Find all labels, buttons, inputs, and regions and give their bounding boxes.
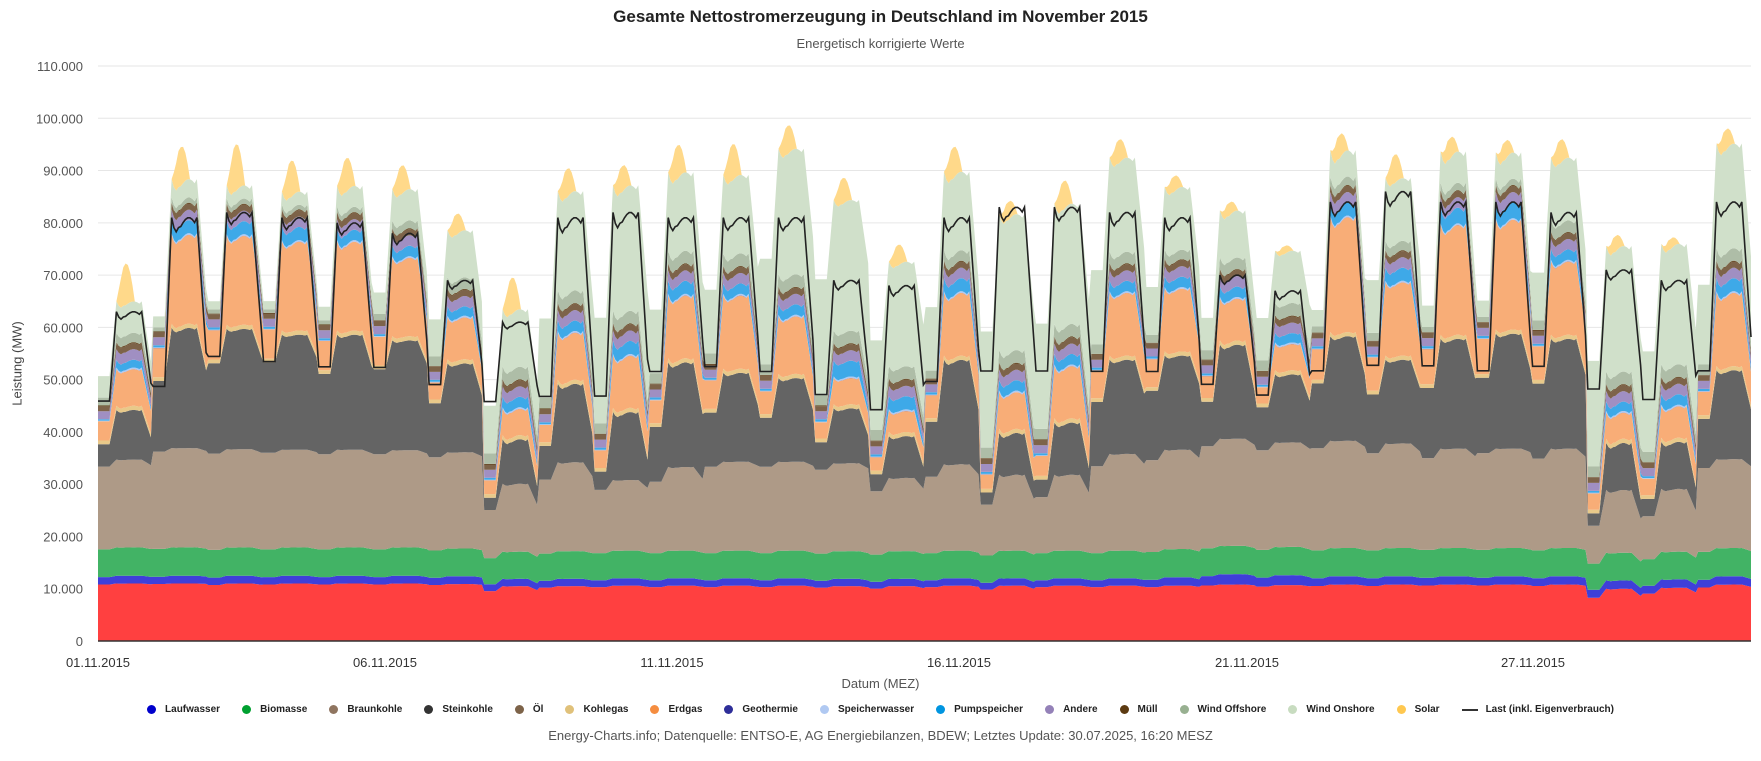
load-series <box>98 190 1752 411</box>
area-kernenergie <box>98 583 1751 641</box>
credits: Energy-Charts.info; Datenquelle: ENTSO-E… <box>548 728 1213 743</box>
legend-label: Laufwasser <box>165 704 221 715</box>
y-tick-label: 70.000 <box>43 268 83 283</box>
y-tick-label: 60.000 <box>43 320 83 335</box>
chart-title: Gesamte Nettostromerzeugung in Deutschla… <box>613 7 1148 26</box>
legend-label: Öl <box>532 704 544 715</box>
y-tick-label: 0 <box>76 634 83 649</box>
legend-dot-icon <box>1119 705 1129 714</box>
legend-item[interactable]: Braunkohle <box>329 704 402 715</box>
area-biomasse <box>98 545 1751 590</box>
legend-dot-icon <box>514 705 524 714</box>
legend-dot-icon <box>242 705 252 714</box>
legend-item[interactable]: Pumpspeicher <box>936 704 1023 715</box>
legend-item[interactable]: Geothermie <box>724 704 798 715</box>
legend-label: Solar <box>1414 704 1440 715</box>
legend-dot-icon <box>1396 705 1406 714</box>
area-steinkohle <box>98 327 1751 526</box>
y-tick-label: 80.000 <box>43 216 83 231</box>
legend-label: Biomasse <box>260 704 308 715</box>
legend-dot-icon <box>565 705 575 714</box>
area-series <box>98 125 1751 641</box>
y-tick-label: 30.000 <box>43 477 83 492</box>
legend-label: Speicherwasser <box>837 704 915 715</box>
x-tick-label: 27.11.2015 <box>1501 655 1565 670</box>
legend: Laufwasser Biomasse Braunkohle Steinkohle Öl… <box>0 704 1761 715</box>
y-axis-label: Leistung (MW) <box>9 321 25 406</box>
legend-label: Wind Onshore <box>1306 704 1375 715</box>
legend-dot-icon <box>329 705 339 714</box>
x-tick-label: 11.11.2015 <box>640 655 703 670</box>
x-axis-ticks: 01.11.2015 06.11.2015 11.11.2015 16.11.2015… <box>66 655 1565 670</box>
legend-dot-icon <box>650 705 660 714</box>
chart-subtitle: Energetisch korrigierte Werte <box>796 36 965 51</box>
legend-item[interactable]: Steinkohle <box>424 704 493 715</box>
legend-dot-icon <box>724 705 734 714</box>
y-tick-label: 20.000 <box>43 529 83 544</box>
legend-item[interactable]: Biomasse <box>242 704 307 715</box>
legend-label: Müll <box>1137 704 1158 715</box>
legend-item[interactable]: Wind Offshore <box>1179 704 1267 715</box>
legend-item[interactable]: Öl <box>514 704 544 715</box>
x-tick-label: 01.11.2015 <box>66 655 130 670</box>
legend-dot-icon <box>936 705 946 714</box>
legend-item[interactable]: Andere <box>1045 704 1098 715</box>
legend-label: Geothermie <box>742 704 798 715</box>
legend-item[interactable]: Last (inkl. Eigenverbrauch) <box>1461 704 1614 715</box>
legend-dot-icon <box>819 705 829 714</box>
legend-label: Wind Offshore <box>1197 704 1267 715</box>
x-tick-label: 06.11.2015 <box>353 655 417 670</box>
legend-item[interactable]: Erdgas <box>650 704 702 715</box>
legend-label: Erdgas <box>668 704 703 715</box>
area-braunkohle <box>98 438 1751 564</box>
legend-label: Andere <box>1063 704 1098 715</box>
x-tick-label: 21.11.2015 <box>1215 655 1279 670</box>
legend-item[interactable]: Müll <box>1119 704 1158 715</box>
y-tick-label: 40.000 <box>43 425 83 440</box>
legend-dot-icon <box>1288 705 1298 714</box>
legend-label: Kohlegas <box>583 704 629 715</box>
legend-dot-icon <box>1045 705 1055 714</box>
area-wind-onshore <box>98 143 1751 467</box>
y-tick-label: 110.000 <box>37 59 83 74</box>
x-axis-label: Datum (MEZ) <box>841 676 920 691</box>
legend-dot-icon <box>1179 705 1189 714</box>
x-tick-label: 16.11.2015 <box>927 655 991 670</box>
legend-item[interactable]: Laufwasser <box>147 704 220 715</box>
y-tick-label: 100.000 <box>36 111 83 126</box>
legend-dot-icon <box>424 705 434 714</box>
line-last <box>98 190 1752 411</box>
legend-item[interactable]: Solar <box>1396 704 1440 715</box>
legend-label: Braunkohle <box>347 704 403 715</box>
y-tick-label: 90.000 <box>43 164 83 179</box>
legend-item[interactable]: Wind Onshore <box>1288 704 1375 715</box>
legend-dot-icon <box>147 705 157 714</box>
y-tick-label: 10.000 <box>43 582 83 597</box>
legend-line-icon <box>1461 708 1478 711</box>
y-axis-ticks: 0 10.000 20.000 30.000 40.000 50.000 60.000 70.… <box>36 59 83 649</box>
legend-label: Last (inkl. Eigenverbrauch) <box>1485 704 1614 715</box>
legend-label: Pumpspeicher <box>954 704 1024 715</box>
stacked-area-chart: 0 10.000 20.000 30.000 40.000 50.000 60.000 70.… <box>36 59 1752 670</box>
area-laufwasser <box>98 574 1751 598</box>
legend-item[interactable]: Kohlegas <box>565 704 628 715</box>
legend-item[interactable]: Speicherwasser <box>819 704 915 715</box>
legend-label: Steinkohle <box>442 704 493 715</box>
y-tick-label: 50.000 <box>43 373 83 388</box>
area-erdgas <box>98 217 1751 510</box>
